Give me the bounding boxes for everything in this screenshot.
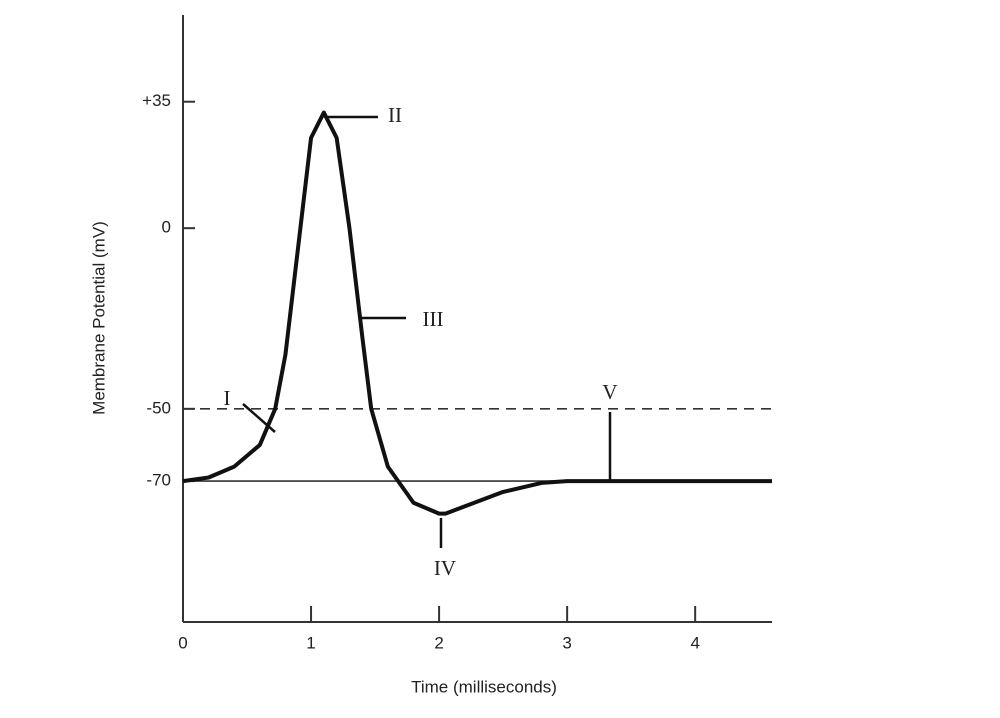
x-tick-label: 1: [306, 633, 315, 652]
x-tick-label: 4: [690, 633, 699, 652]
annotation: V: [602, 380, 617, 404]
annotation: IV: [434, 556, 456, 580]
x-axis-label: Time (milliseconds): [411, 677, 557, 696]
annotation: I: [224, 386, 231, 410]
y-tick-label: -50: [146, 398, 171, 417]
annotation: III: [423, 307, 444, 331]
data-line: [182, 110, 772, 516]
y-tick-label: 0: [162, 218, 171, 237]
y-axis-label: Membrane Potential (mV): [89, 221, 108, 415]
annotation: II: [388, 103, 402, 127]
x-tick-label: 0: [178, 633, 187, 652]
y-tick-label: -70: [146, 471, 171, 490]
y-tick-label: +35: [142, 91, 171, 110]
x-tick-label: 3: [562, 633, 571, 652]
x-tick-label: 2: [434, 633, 443, 652]
annotation-leader: [242, 403, 276, 433]
